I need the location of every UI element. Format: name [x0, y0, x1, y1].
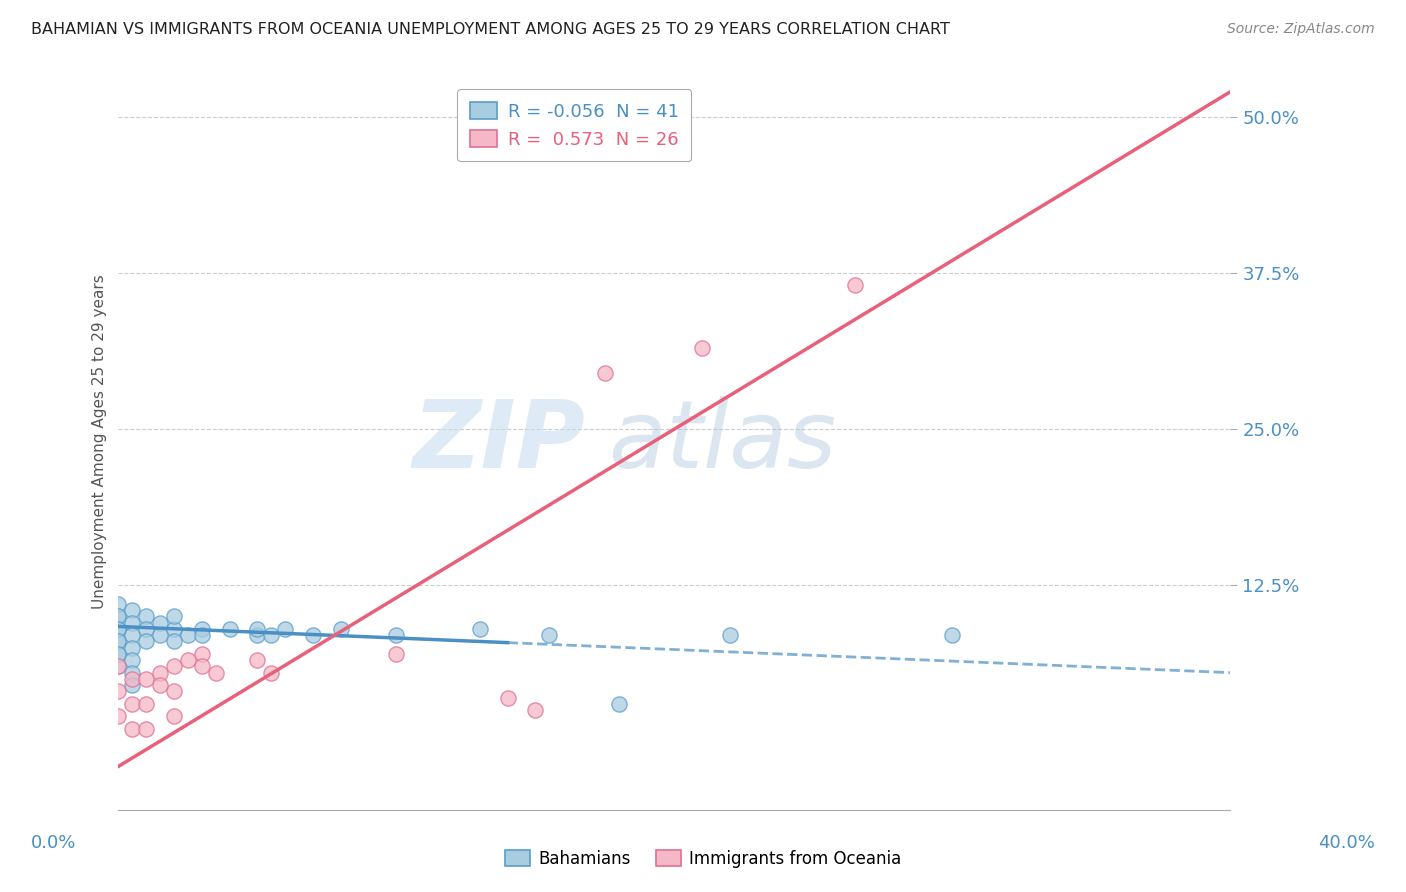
Point [135, 634, 157, 648]
Point [149, 678, 172, 692]
Point [107, 684, 129, 698]
Point [149, 628, 172, 642]
Point [149, 665, 172, 680]
Point [191, 659, 214, 673]
Point [496, 690, 519, 705]
Point [524, 703, 547, 717]
Point [107, 609, 129, 624]
Point [135, 672, 157, 686]
Point [107, 647, 129, 661]
Point [593, 366, 616, 380]
Point [121, 678, 143, 692]
Point [107, 647, 129, 661]
Point [260, 628, 283, 642]
Point [302, 628, 325, 642]
Point [177, 628, 200, 642]
Point [121, 672, 143, 686]
Point [538, 628, 561, 642]
Point [204, 665, 226, 680]
Point [246, 622, 269, 636]
Point [121, 653, 143, 667]
Point [163, 609, 186, 624]
Point [121, 665, 143, 680]
Point [135, 697, 157, 711]
Point [107, 609, 129, 624]
Point [329, 622, 352, 636]
Point [246, 653, 269, 667]
Point [121, 628, 143, 642]
Point [607, 697, 630, 711]
Point [121, 697, 143, 711]
Point [246, 628, 269, 642]
Text: atlas: atlas [607, 396, 837, 487]
Point [121, 615, 143, 630]
Point [107, 622, 129, 636]
Point [135, 622, 157, 636]
Point [163, 659, 186, 673]
Text: Source: ZipAtlas.com: Source: ZipAtlas.com [1227, 22, 1375, 37]
Point [163, 622, 186, 636]
Point [149, 615, 172, 630]
Text: ZIP: ZIP [412, 395, 585, 488]
Text: BAHAMIAN VS IMMIGRANTS FROM OCEANIA UNEMPLOYMENT AMONG AGES 25 TO 29 YEARS CORRE: BAHAMIAN VS IMMIGRANTS FROM OCEANIA UNEM… [31, 22, 950, 37]
Point [844, 278, 866, 293]
Point [191, 622, 214, 636]
Point [468, 622, 491, 636]
Point [121, 603, 143, 617]
Point [107, 597, 129, 611]
Text: 0.0%: 0.0% [31, 834, 76, 852]
Point [218, 622, 240, 636]
Point [163, 684, 186, 698]
Point [107, 659, 129, 673]
Point [107, 622, 129, 636]
Y-axis label: Unemployment Among Ages 25 to 29 years: Unemployment Among Ages 25 to 29 years [93, 274, 107, 609]
Point [690, 341, 713, 355]
Point [177, 653, 200, 667]
Text: 40.0%: 40.0% [1319, 834, 1375, 852]
Point [107, 659, 129, 673]
Legend: Bahamians, Immigrants from Oceania: Bahamians, Immigrants from Oceania [498, 844, 908, 875]
Point [941, 628, 963, 642]
Point [163, 634, 186, 648]
Point [163, 709, 186, 723]
Point [191, 628, 214, 642]
Legend: R = -0.056  N = 41, R =  0.573  N = 26: R = -0.056 N = 41, R = 0.573 N = 26 [457, 89, 692, 161]
Point [260, 665, 283, 680]
Point [135, 722, 157, 736]
Point [121, 722, 143, 736]
Point [385, 647, 408, 661]
Point [121, 640, 143, 655]
Point [135, 609, 157, 624]
Point [107, 709, 129, 723]
Point [385, 628, 408, 642]
Point [274, 622, 297, 636]
Point [191, 647, 214, 661]
Point [107, 634, 129, 648]
Point [107, 634, 129, 648]
Point [718, 628, 741, 642]
